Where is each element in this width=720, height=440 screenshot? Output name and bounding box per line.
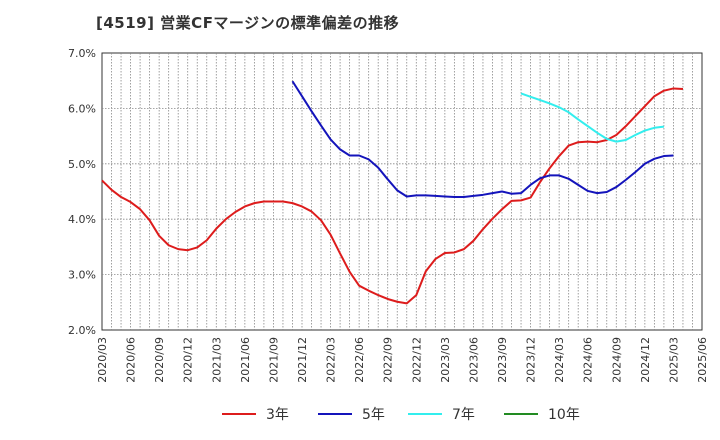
plot-area [101,52,703,331]
x-tick-label: 2022/12 [410,337,423,383]
series-line-5年 [291,80,674,199]
legend-label: 7年 [452,407,475,423]
x-tick-label: 2024/12 [639,337,652,383]
x-tick-label: 2021/03 [210,337,223,383]
x-tick-label: 2021/09 [267,337,280,383]
series-line-7年 [520,92,665,143]
x-tick-label: 2023/03 [439,337,452,383]
series-line-3年 [101,87,684,305]
legend-label: 3年 [266,407,289,423]
y-tick-label: 3.0% [68,269,96,282]
x-tick-label: 2022/09 [382,337,395,383]
x-tick-label: 2023/12 [525,337,538,383]
y-tick-label: 2.0% [68,324,96,337]
legend: 3年 5年 7年 10年 [222,407,580,423]
x-tick-label: 2024/09 [610,337,623,383]
x-tick-label: 2021/12 [296,337,309,383]
x-tick-label: 2020/03 [96,337,109,383]
x-tick-label: 2022/06 [353,337,366,383]
x-tick-label: 2020/09 [153,337,166,383]
x-tick-label: 2020/12 [182,337,195,383]
chart-title: [4519] 営業CFマージンの標準偏差の推移 [96,14,400,32]
x-tick-label: 2023/06 [467,337,480,383]
y-tick-label: 7.0% [68,47,96,60]
x-tick-label: 2025/03 [667,337,680,383]
x-axis-ticks: 2020/03 2020/06 2020/09 2020/12 2021/03 2021/… [96,337,709,383]
x-tick-label: 2024/06 [582,337,595,383]
x-tick-label: 2021/06 [239,337,252,383]
y-tick-label: 6.0% [68,102,96,115]
grid-lines [102,53,702,330]
series-lines [101,80,684,305]
legend-label: 5年 [362,407,385,423]
y-tick-label: 4.0% [68,213,96,226]
y-tick-label: 5.0% [68,158,96,171]
legend-label: 10年 [548,407,580,423]
x-tick-label: 2024/03 [553,337,566,383]
y-axis-ticks: 2.0% 3.0% 4.0% 5.0% 6.0% 7.0% [68,47,96,337]
plot-border [101,52,703,331]
x-tick-label: 2025/06 [696,337,709,383]
x-tick-label: 2020/06 [125,337,138,383]
x-tick-label: 2022/03 [325,337,338,383]
x-tick-label: 2023/09 [496,337,509,383]
